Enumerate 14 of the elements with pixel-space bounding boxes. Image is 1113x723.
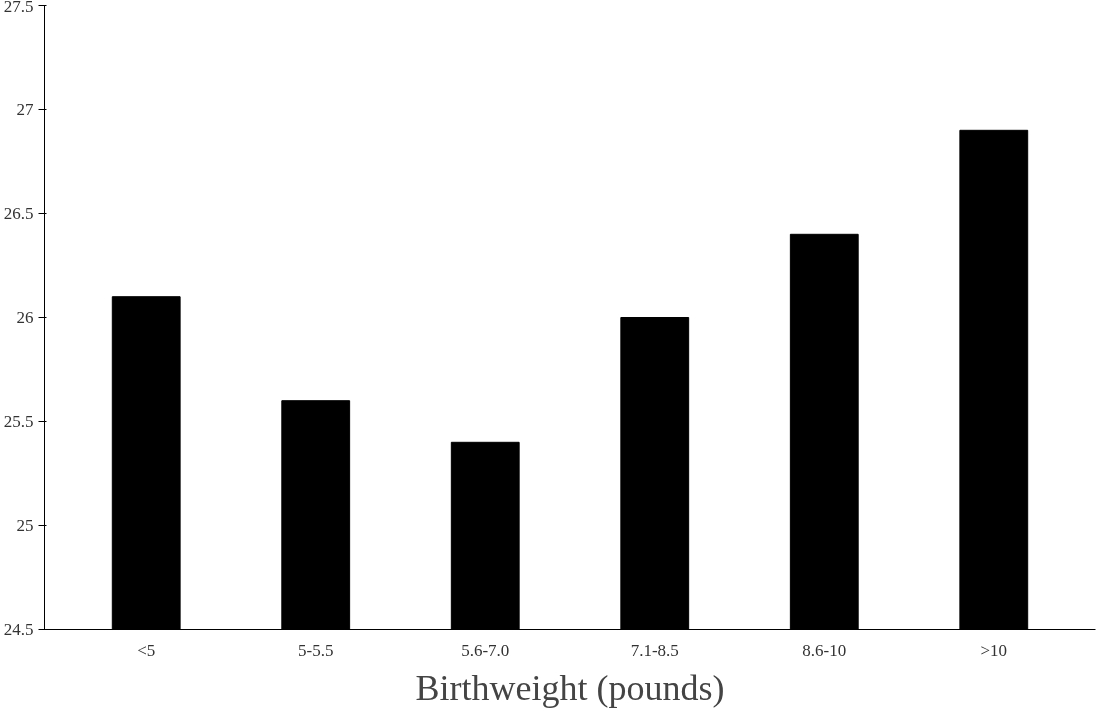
y-tick-label: 27 [16,100,34,119]
x-tick-label: 8.6-10 [802,640,847,660]
y-tick-label: 27.5 [3,0,34,16]
x-tick-label: >10 [980,640,1008,660]
y-tick-label: 25 [16,516,34,535]
x-tick-label: 5-5.5 [298,640,334,660]
y-tick-label: 25.5 [3,412,34,431]
y-tick-label: 26 [16,308,34,327]
y-tick-label: 26.5 [3,204,34,223]
y-tick-label: 24.5 [3,620,34,639]
x-tick-label: 5.6-7.0 [461,640,510,660]
x-tick-label: <5 [137,640,156,660]
x-tick-label: 7.1-8.5 [630,640,679,660]
x-axis-title: Birthweight (pounds) [415,667,725,708]
